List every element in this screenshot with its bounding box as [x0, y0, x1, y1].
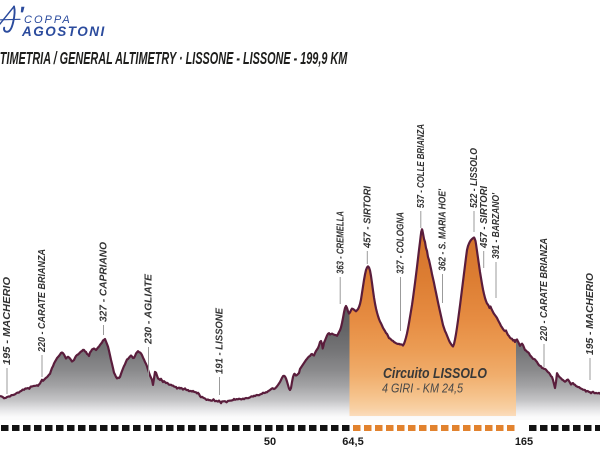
svg-text:195 - MACHERIO: 195 - MACHERIO — [584, 273, 596, 355]
svg-text:522 - LISSOLO: 522 - LISSOLO — [468, 148, 480, 208]
svg-text:COPPA: COPPA — [24, 14, 72, 26]
svg-text:220 - CARATE BRIANZA: 220 - CARATE BRIANZA — [538, 238, 550, 342]
svg-text:4 GIRI - KM 24,5: 4 GIRI - KM 24,5 — [382, 382, 463, 396]
svg-text:457 - SIRTORI: 457 - SIRTORI — [362, 185, 374, 249]
svg-text:165: 165 — [515, 436, 533, 448]
svg-text:64,5: 64,5 — [342, 436, 363, 448]
svg-text:457 - SIRTORI: 457 - SIRTORI — [478, 185, 490, 249]
svg-text:195 - MACHERIO: 195 - MACHERIO — [1, 277, 13, 365]
svg-text:50: 50 — [264, 436, 276, 448]
svg-text:230 - AGLIATE: 230 - AGLIATE — [143, 273, 155, 345]
svg-text:ALTIMETRIA / GENERAL ALTIMETRY: ALTIMETRIA / GENERAL ALTIMETRY · LISSONE… — [0, 49, 348, 68]
svg-text:363 - CREMELLA: 363 - CREMELLA — [334, 211, 346, 274]
svg-text:Circuito LISSOLO: Circuito LISSOLO — [383, 366, 488, 382]
svg-text:327 - COLOGNA: 327 - COLOGNA — [395, 212, 407, 274]
svg-text:AGOSTONI: AGOSTONI — [21, 24, 106, 39]
svg-text:391 - BARZANO': 391 - BARZANO' — [490, 193, 502, 259]
svg-text:362 - S. MARIA HOE': 362 - S. MARIA HOE' — [437, 189, 449, 271]
svg-text:220 - CARATE BRIANZA: 220 - CARATE BRIANZA — [36, 249, 48, 353]
svg-text:191 - LISSONE: 191 - LISSONE — [214, 307, 226, 374]
svg-text:327 - CAPRIANO: 327 - CAPRIANO — [98, 242, 110, 322]
svg-text:537 - COLLE BRIANZA: 537 - COLLE BRIANZA — [415, 124, 427, 208]
